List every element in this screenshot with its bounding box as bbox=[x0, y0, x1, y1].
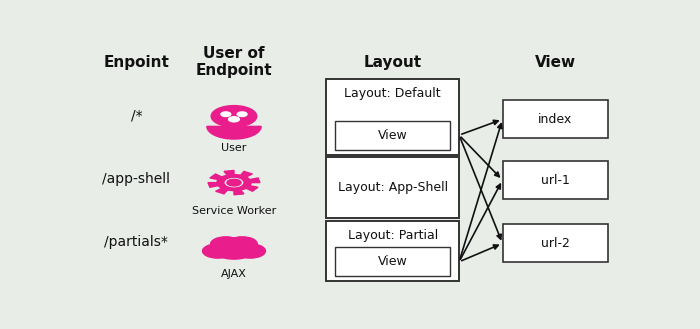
Bar bbox=[503, 100, 608, 138]
Bar bbox=[326, 79, 459, 155]
Text: Service Worker: Service Worker bbox=[192, 206, 276, 216]
Circle shape bbox=[202, 244, 233, 258]
Circle shape bbox=[211, 237, 241, 251]
Text: url-2: url-2 bbox=[541, 237, 570, 250]
Text: Layout: App-Shell: Layout: App-Shell bbox=[337, 181, 448, 194]
Text: index: index bbox=[538, 113, 573, 126]
Polygon shape bbox=[207, 126, 261, 139]
Bar bbox=[326, 157, 459, 218]
Circle shape bbox=[212, 239, 256, 259]
Text: User of
Endpoint: User of Endpoint bbox=[196, 46, 272, 79]
Text: Layout: Default: Layout: Default bbox=[344, 88, 441, 100]
Text: User: User bbox=[221, 143, 246, 153]
Circle shape bbox=[227, 237, 258, 251]
Text: Layout: Layout bbox=[363, 55, 421, 70]
Bar bbox=[335, 120, 450, 150]
Text: AJAX: AJAX bbox=[221, 269, 247, 279]
Text: View: View bbox=[535, 55, 576, 70]
Circle shape bbox=[235, 244, 265, 258]
Polygon shape bbox=[208, 170, 260, 195]
Circle shape bbox=[225, 179, 243, 187]
Text: Enpoint: Enpoint bbox=[104, 55, 169, 70]
Text: View: View bbox=[378, 255, 407, 268]
Text: /partials*: /partials* bbox=[104, 235, 168, 249]
Text: Layout: Partial: Layout: Partial bbox=[347, 229, 438, 242]
Circle shape bbox=[228, 117, 239, 122]
Bar bbox=[503, 161, 608, 199]
Bar bbox=[503, 224, 608, 263]
Bar bbox=[326, 221, 459, 281]
Circle shape bbox=[221, 112, 231, 116]
Circle shape bbox=[237, 112, 247, 116]
Circle shape bbox=[211, 106, 257, 127]
Text: /*: /* bbox=[130, 109, 142, 122]
Bar bbox=[335, 247, 450, 276]
Circle shape bbox=[227, 179, 241, 186]
Text: View: View bbox=[378, 129, 407, 141]
Text: url-1: url-1 bbox=[541, 174, 570, 187]
Text: /app-shell: /app-shell bbox=[102, 172, 170, 186]
